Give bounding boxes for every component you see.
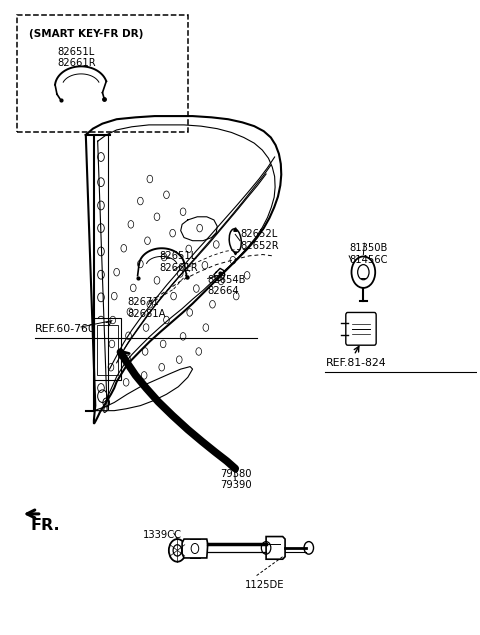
Text: 82651L: 82651L <box>57 47 95 57</box>
Text: 82681A: 82681A <box>127 309 166 319</box>
Text: 81456C: 81456C <box>349 255 388 265</box>
Text: 82654B: 82654B <box>208 275 246 284</box>
Bar <box>17 15 188 132</box>
Polygon shape <box>266 537 285 559</box>
Text: REF.81-824: REF.81-824 <box>325 358 386 368</box>
Text: FR.: FR. <box>30 518 60 533</box>
Text: 82671: 82671 <box>127 297 159 307</box>
Text: 1125DE: 1125DE <box>245 580 284 590</box>
Bar <box>94 318 121 380</box>
Text: 82651L: 82651L <box>159 251 197 262</box>
Text: REF.60-760: REF.60-760 <box>35 324 96 334</box>
Text: 79380: 79380 <box>220 469 252 479</box>
Text: 79390: 79390 <box>220 480 252 490</box>
FancyBboxPatch shape <box>346 312 376 345</box>
Polygon shape <box>182 539 208 558</box>
Text: 82652R: 82652R <box>240 241 278 251</box>
Text: (SMART KEY-FR DR): (SMART KEY-FR DR) <box>29 29 143 39</box>
Text: 82661R: 82661R <box>57 58 96 68</box>
Text: 82652L: 82652L <box>240 229 277 239</box>
Text: 82664: 82664 <box>208 286 240 296</box>
Text: 82661R: 82661R <box>159 263 198 273</box>
Text: 81350B: 81350B <box>349 243 387 253</box>
Bar <box>96 325 118 375</box>
Text: 1339CC: 1339CC <box>143 530 182 540</box>
